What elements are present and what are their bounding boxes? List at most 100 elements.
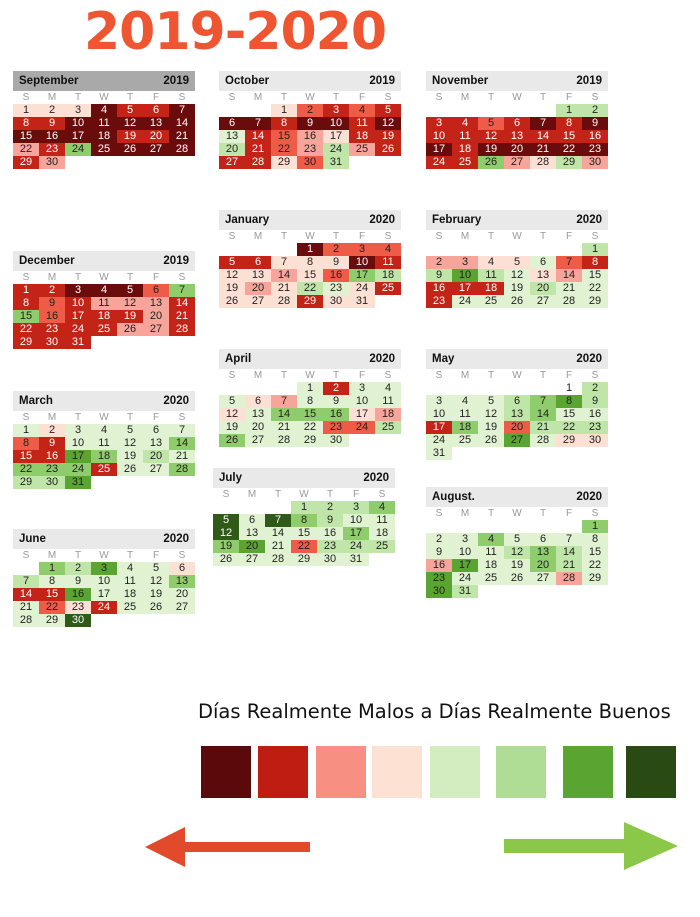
day-cell: 11: [375, 256, 401, 269]
weekday-label: T: [74, 550, 82, 561]
weekday-label: W: [299, 489, 309, 500]
day-cell: 16: [297, 130, 323, 143]
empty-cell: [530, 382, 556, 395]
empty-cell: [478, 382, 504, 395]
empty-cell: [530, 104, 556, 117]
day-cell: 7: [556, 256, 582, 269]
month-header: August. 2020: [426, 487, 608, 507]
legend-swatch: [626, 746, 676, 798]
day-cell: 25: [117, 601, 143, 614]
calendar-october: October 2019 S M T W T F S 1 2 3 4 5 6 7 8 9 10 11 12 13 14 15 1…: [219, 71, 401, 169]
month-year: 2020: [369, 214, 395, 226]
day-cell: 22: [291, 540, 317, 553]
empty-cell: [245, 243, 271, 256]
day-cell: 8: [13, 297, 39, 310]
day-cell: 18: [91, 130, 117, 143]
day-cell: 10: [349, 256, 375, 269]
day-cell: 5: [219, 256, 245, 269]
day-cell: 22: [13, 143, 39, 156]
day-cell: 30: [317, 553, 343, 566]
day-cell: 13: [169, 575, 195, 588]
day-cell: 9: [582, 395, 608, 408]
day-cell: 12: [143, 575, 169, 588]
day-cell: 14: [530, 130, 556, 143]
day-cell: 27: [239, 553, 265, 566]
day-cell: 26: [117, 463, 143, 476]
day-cell: 18: [349, 130, 375, 143]
day-cell: 6: [143, 424, 169, 437]
weekday-label: T: [539, 370, 547, 381]
day-cell: 8: [556, 395, 582, 408]
day-cell: 9: [426, 269, 452, 282]
day-cell: 19: [213, 540, 239, 553]
weekday-label: F: [565, 231, 573, 242]
day-cell: 28: [265, 553, 291, 566]
day-cell: 21: [245, 143, 271, 156]
day-cell: 21: [556, 282, 582, 295]
day-cell: 19: [375, 130, 401, 143]
weekday-label: F: [565, 370, 573, 381]
month-year: 2019: [576, 75, 602, 87]
day-cell: 21: [271, 282, 297, 295]
day-cell: 20: [245, 282, 271, 295]
day-cell: 30: [297, 156, 323, 169]
month-year: 2019: [163, 255, 189, 267]
day-cell: 30: [323, 434, 349, 447]
weekday-label: W: [99, 92, 109, 103]
day-cell: 27: [219, 156, 245, 169]
day-cell: 16: [65, 588, 91, 601]
day-cell: 9: [323, 395, 349, 408]
day-cell: 2: [39, 104, 65, 117]
day-cell: 13: [143, 297, 169, 310]
day-cell: 20: [245, 421, 271, 434]
weekday-label: T: [332, 92, 340, 103]
day-cell: 28: [556, 295, 582, 308]
weekday-label: S: [22, 550, 30, 561]
day-cell: 2: [39, 284, 65, 297]
empty-cell: [219, 243, 245, 256]
day-cell: 4: [452, 117, 478, 130]
day-cell: 8: [297, 395, 323, 408]
empty-cell: [245, 382, 271, 395]
weekday-label: W: [99, 412, 109, 423]
day-cell: 27: [530, 295, 556, 308]
day-cell: 5: [117, 104, 143, 117]
day-cell: 26: [375, 143, 401, 156]
month-header: January 2020: [219, 210, 401, 230]
day-cell: 20: [143, 130, 169, 143]
day-cell: 5: [504, 533, 530, 546]
day-cell: 27: [169, 601, 195, 614]
day-cell: 23: [65, 601, 91, 614]
day-cell: 29: [297, 434, 323, 447]
weekday-label: W: [305, 370, 315, 381]
day-cell: 7: [530, 395, 556, 408]
weekday-label: S: [591, 370, 599, 381]
month-name: January: [225, 214, 270, 226]
day-cell: 14: [169, 437, 195, 450]
day-cell: 23: [323, 421, 349, 434]
month-name: December: [19, 255, 75, 267]
day-cell: 7: [271, 256, 297, 269]
day-cell: 29: [271, 156, 297, 169]
day-cell: 28: [169, 323, 195, 336]
day-cell: 10: [65, 437, 91, 450]
day-cell: 26: [504, 572, 530, 585]
day-cell: 22: [13, 323, 39, 336]
day-cell: 4: [375, 243, 401, 256]
day-cell: 17: [452, 559, 478, 572]
day-cell: 17: [452, 282, 478, 295]
day-cell: 7: [169, 424, 195, 437]
day-cell: 23: [426, 295, 452, 308]
legend-swatch: [430, 746, 480, 798]
day-cell: 26: [504, 295, 530, 308]
month-header: March 2020: [13, 391, 195, 411]
day-cell: 14: [556, 546, 582, 559]
day-cell: 22: [582, 282, 608, 295]
day-cell: 24: [65, 323, 91, 336]
weekday-label: W: [99, 272, 109, 283]
empty-cell: [452, 520, 478, 533]
day-cell: 1: [556, 104, 582, 117]
day-cell: 6: [169, 562, 195, 575]
